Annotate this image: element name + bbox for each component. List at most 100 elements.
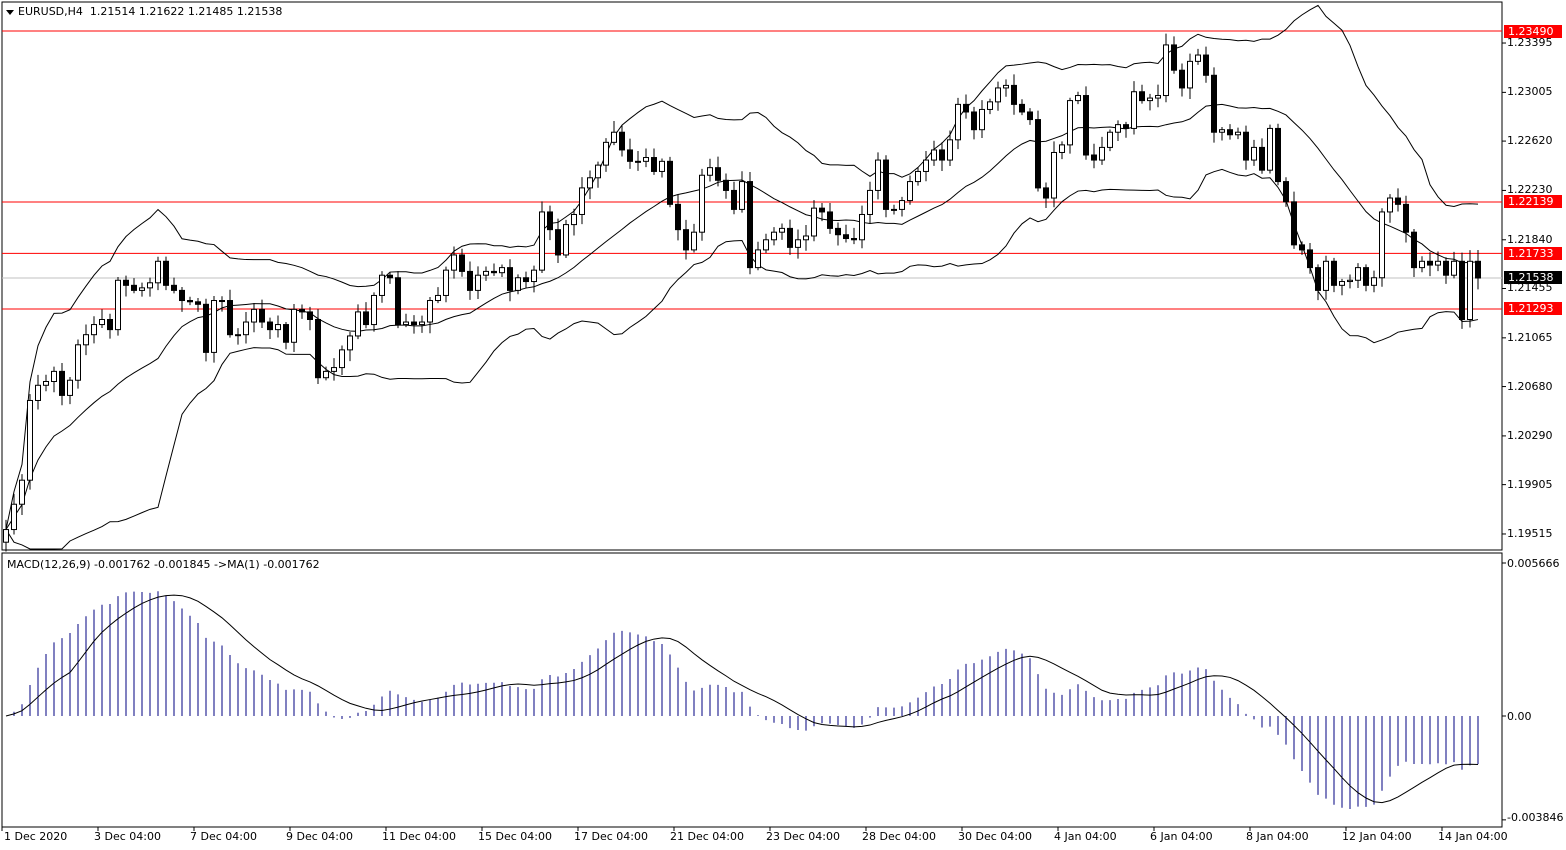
candle bbox=[1331, 257, 1337, 293]
candle-body bbox=[1403, 203, 1409, 233]
candle bbox=[1171, 36, 1177, 74]
candle bbox=[275, 315, 281, 338]
candle bbox=[1419, 256, 1425, 273]
time-axis-label: 15 Dec 04:00 bbox=[478, 830, 552, 843]
candle-body bbox=[571, 213, 577, 226]
candle bbox=[1203, 46, 1209, 83]
candle-body bbox=[1275, 127, 1281, 183]
time-axis-label: 12 Jan 04:00 bbox=[1342, 830, 1412, 843]
candle bbox=[835, 222, 841, 246]
candle bbox=[1395, 188, 1401, 212]
candle-body bbox=[523, 277, 529, 283]
candle bbox=[1371, 270, 1377, 293]
candle-body bbox=[1083, 95, 1089, 156]
price-axis-label: 1.20290 bbox=[1507, 428, 1553, 442]
candle bbox=[947, 130, 953, 167]
candle-body bbox=[731, 189, 737, 210]
candle bbox=[1427, 252, 1433, 277]
candle-body bbox=[691, 231, 697, 251]
candle-body bbox=[595, 164, 601, 179]
candle-body bbox=[1307, 249, 1313, 269]
main-panel-frame bbox=[1, 1, 1503, 551]
candle bbox=[1363, 264, 1369, 292]
candle bbox=[195, 297, 201, 312]
candle bbox=[659, 158, 665, 178]
candle-body bbox=[467, 270, 473, 291]
candle-body bbox=[1459, 260, 1465, 320]
candle bbox=[1123, 121, 1129, 138]
candle bbox=[171, 277, 177, 294]
candle-body bbox=[331, 367, 337, 372]
dropdown-triangle-icon[interactable] bbox=[6, 9, 14, 15]
candle bbox=[259, 299, 265, 329]
candle bbox=[1451, 251, 1457, 279]
candle-body bbox=[1243, 131, 1249, 161]
candle bbox=[387, 272, 393, 284]
candle bbox=[347, 331, 353, 362]
candle bbox=[51, 366, 57, 393]
candle bbox=[1035, 110, 1041, 192]
candle-body bbox=[403, 321, 409, 326]
candle-body bbox=[155, 260, 161, 284]
candle bbox=[483, 266, 489, 281]
candle bbox=[459, 248, 465, 277]
candle bbox=[939, 142, 945, 172]
candle bbox=[875, 152, 881, 200]
bollinger-lower-line bbox=[5, 168, 1479, 550]
price-axis-label: 1.23395 bbox=[1507, 36, 1553, 50]
candle-body bbox=[363, 311, 369, 326]
candle bbox=[979, 100, 985, 139]
candle-body bbox=[1075, 95, 1081, 102]
candle bbox=[1043, 182, 1049, 208]
candle-body bbox=[1411, 231, 1417, 269]
candle-body bbox=[1139, 91, 1145, 102]
candle bbox=[499, 264, 505, 278]
candle-body bbox=[147, 282, 153, 289]
candle-body bbox=[1067, 100, 1073, 146]
candle-body bbox=[899, 200, 905, 210]
candle bbox=[131, 278, 137, 294]
candle-body bbox=[491, 270, 497, 274]
candle bbox=[763, 233, 769, 254]
candle-body bbox=[1011, 84, 1017, 105]
candle bbox=[115, 277, 121, 336]
candle-body bbox=[1251, 146, 1257, 161]
candle bbox=[307, 306, 313, 331]
candle-body bbox=[347, 335, 353, 351]
price-axis-label: 1.22230 bbox=[1507, 183, 1553, 197]
candle-body bbox=[211, 300, 217, 353]
candle-body bbox=[1323, 260, 1329, 291]
candle bbox=[611, 121, 617, 146]
candle-body bbox=[1043, 187, 1049, 199]
candle bbox=[579, 177, 585, 225]
candle bbox=[1075, 91, 1081, 105]
candle-body bbox=[435, 294, 441, 302]
candle bbox=[43, 374, 49, 392]
candle bbox=[1379, 208, 1385, 287]
candle-body bbox=[1395, 197, 1401, 205]
candle-body bbox=[19, 479, 25, 505]
candle-body bbox=[923, 159, 929, 172]
candle-body bbox=[3, 529, 9, 543]
candle bbox=[91, 316, 97, 344]
candle bbox=[19, 474, 25, 516]
candle bbox=[435, 287, 441, 304]
candle bbox=[27, 394, 33, 490]
candle bbox=[1155, 84, 1161, 108]
candle bbox=[1235, 127, 1241, 140]
candle-body bbox=[979, 108, 985, 131]
price-axis-label: 1.21065 bbox=[1507, 330, 1553, 344]
candle-body bbox=[43, 380, 49, 386]
candle-body bbox=[875, 159, 881, 191]
candle-body bbox=[1123, 124, 1129, 129]
candle-body bbox=[907, 181, 913, 202]
candle-body bbox=[515, 277, 521, 291]
candle bbox=[635, 150, 641, 171]
candle bbox=[803, 225, 809, 251]
candle bbox=[651, 148, 657, 175]
candle bbox=[491, 263, 497, 276]
candle-body bbox=[1259, 146, 1265, 171]
candle-body bbox=[99, 318, 105, 326]
candle bbox=[1387, 194, 1393, 223]
